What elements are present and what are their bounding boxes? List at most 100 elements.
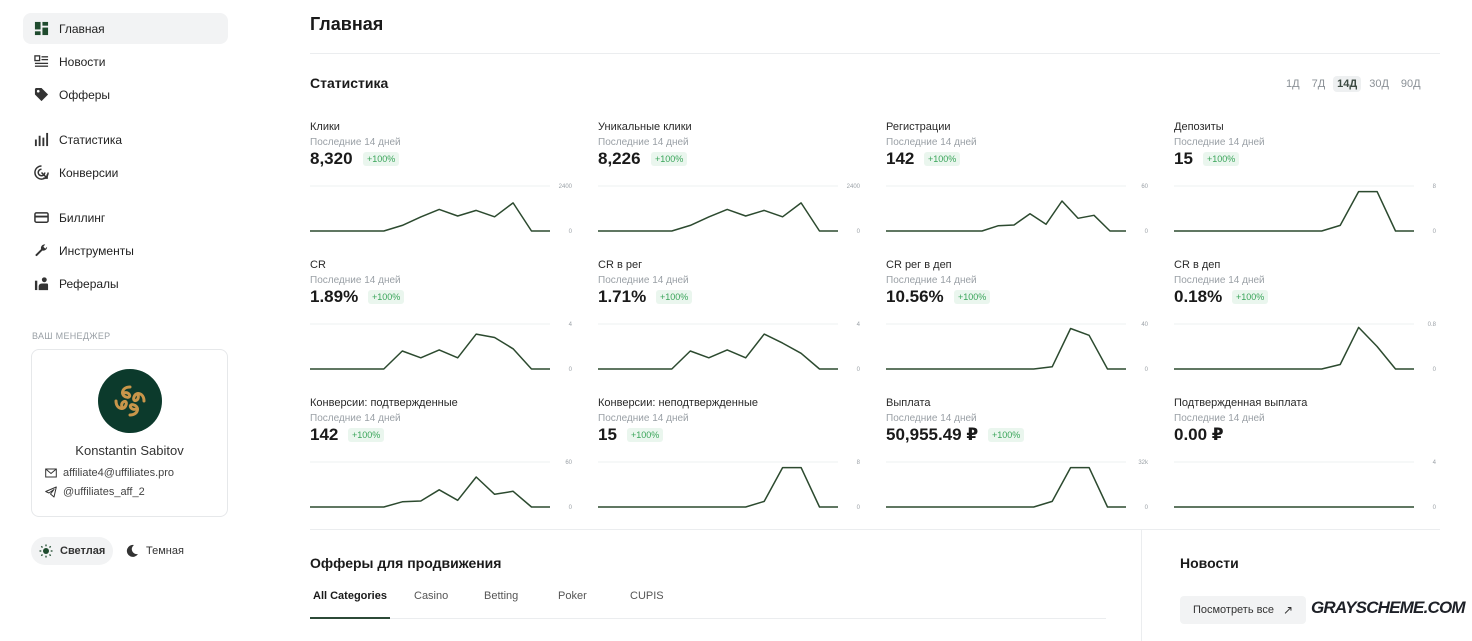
stat-period: Последние 14 дней	[598, 413, 689, 424]
stat-value: 0.00 ₽	[1174, 425, 1224, 444]
wrench-icon	[33, 243, 49, 259]
series-line	[598, 333, 838, 370]
sidebar-item-label: Офферы	[59, 87, 111, 102]
y-max-tick-label: 32k	[1138, 460, 1149, 466]
manager-telegram-text: @uffiliates_aff_2	[63, 486, 145, 498]
change-badge: +100%	[1203, 152, 1240, 166]
offer-tab-betting[interactable]: Betting	[484, 590, 519, 602]
offer-tab-all[interactable]: All Categories	[310, 590, 390, 619]
offer-tab-poker[interactable]: Poker	[558, 590, 587, 602]
sidebar-item-label: Главная	[59, 21, 105, 36]
y-min-tick-label: 0	[857, 367, 861, 373]
manager-telegram[interactable]: @uffiliates_aff_2	[45, 486, 145, 498]
referral-icon	[33, 276, 49, 292]
manager-section-title: ВАШ МЕНЕДЖЕР	[32, 331, 111, 341]
theme-light-label: Светлая	[60, 545, 106, 557]
tag-icon	[33, 87, 49, 103]
offer-tab-cupis[interactable]: CUPIS	[630, 590, 664, 602]
change-badge: +100%	[954, 290, 991, 304]
stat-card: Конверсии: подтвержденные Последние 14 дн…	[310, 397, 575, 522]
period-tab-14d[interactable]: 14Д	[1333, 76, 1362, 92]
sparkline-chart: 2400 0	[598, 184, 861, 235]
stat-period: Последние 14 дней	[310, 413, 401, 424]
news-icon	[33, 54, 49, 70]
sidebar-item-tools[interactable]: Инструменты	[23, 235, 228, 266]
sidebar-item-offers[interactable]: Офферы	[23, 79, 228, 110]
sidebar-item-referrals[interactable]: Рефералы	[23, 268, 228, 299]
manager-email[interactable]: affiliate4@uffiliates.pro	[45, 467, 174, 479]
stat-period: Последние 14 дней	[310, 275, 401, 286]
stat-period: Последние 14 дней	[886, 275, 977, 286]
stat-period: Последние 14 дней	[886, 413, 977, 424]
series-line	[310, 476, 550, 508]
sparkline-chart: 0.80	[1174, 322, 1437, 373]
y-min-tick-label: 0	[1433, 367, 1437, 373]
stat-value: 50,955.49 ₽	[886, 425, 979, 444]
y-max-tick-label: 2400	[847, 184, 861, 190]
stat-value: 15	[598, 425, 617, 444]
avatar	[98, 369, 162, 433]
period-tab-30d[interactable]: 30Д	[1369, 78, 1389, 90]
y-max-tick-label: 2400	[559, 184, 573, 190]
period-tab-1d[interactable]: 1Д	[1286, 78, 1300, 90]
stat-label: Клики	[310, 121, 340, 133]
stat-label: CR в рег	[598, 259, 643, 271]
period-tab-7d[interactable]: 7Д	[1311, 78, 1326, 90]
stat-period: Последние 14 дней	[598, 137, 689, 148]
period-tab-90d[interactable]: 90Д	[1400, 78, 1421, 90]
sparkline-chart: 32k 0	[886, 460, 1149, 511]
credit-card-icon	[33, 210, 49, 226]
offer-tabs: All Categories Casino Betting Poker CUPI…	[310, 590, 1106, 619]
manager-logo-icon	[114, 385, 146, 417]
offer-tab-casino[interactable]: Casino	[414, 590, 449, 602]
header-divider	[310, 53, 1440, 54]
stat-label: Конверсии: подтвержденные	[310, 397, 458, 409]
theme-dark-label: Темная	[146, 545, 184, 557]
y-min-tick-label: 0	[569, 229, 573, 235]
stat-card: CR в деп Последние 14 дней 0.18% +100% 0.8 0	[1174, 259, 1439, 384]
sidebar-item-statistics[interactable]: Статистика	[23, 124, 228, 155]
theme-dark-button[interactable]: Темная	[117, 537, 192, 565]
stat-card: Клики Последние 14 дней 8,320 +100% 2400 0	[310, 121, 575, 246]
stat-value: 0.18%	[1174, 287, 1223, 306]
sidebar-item-label: Статистика	[59, 132, 123, 147]
stat-period: Последние 14 дней	[310, 137, 401, 148]
y-max-tick-label: 4	[569, 322, 573, 328]
sidebar-item-home[interactable]: Главная	[23, 13, 228, 44]
view-all-news-button[interactable]: Посмотреть все ↗	[1180, 596, 1306, 624]
y-min-tick-label: 0	[1433, 229, 1437, 235]
y-min-tick-label: 0	[1433, 505, 1437, 511]
series-line	[1174, 190, 1414, 232]
change-badge: +100%	[651, 152, 688, 166]
sidebar-item-billing[interactable]: Биллинг	[23, 202, 228, 233]
stat-card: Подтвержденная выплата Последние 14 дней 0…	[1174, 397, 1439, 522]
y-min-tick-label: 0	[569, 505, 573, 511]
stat-card: CR Последние 14 дней 1.89% +100% 4 0	[310, 259, 575, 384]
sparkline-chart: 40	[598, 322, 861, 373]
sidebar-item-news[interactable]: Новости	[23, 46, 228, 77]
y-max-tick-label: 4	[1433, 460, 1437, 466]
stat-value: 15	[1174, 149, 1193, 168]
manager-email-text: affiliate4@uffiliates.pro	[63, 467, 175, 479]
stat-label: CR	[310, 259, 326, 271]
series-line	[598, 202, 838, 232]
y-min-tick-label: 0	[569, 367, 573, 373]
stat-value: 1.89%	[310, 287, 359, 306]
change-badge: +100%	[988, 428, 1025, 442]
vertical-divider	[1141, 530, 1142, 641]
stat-label: Регистрации	[886, 121, 951, 133]
stat-value: 8,226	[598, 149, 641, 168]
sparkline-chart: 80	[598, 460, 861, 511]
arrow-up-right-icon: ↗	[1282, 603, 1294, 617]
dashboard-icon	[33, 21, 49, 37]
sidebar-item-label: Инструменты	[59, 243, 134, 258]
sidebar: Главная Новости Офферы Статистика Конвер…	[0, 0, 250, 641]
offers-title: Офферы для продвижения	[310, 555, 502, 571]
y-max-tick-label: 4	[857, 322, 861, 328]
theme-light-button[interactable]: Светлая	[31, 537, 114, 565]
stat-period: Последние 14 дней	[886, 137, 977, 148]
stat-label: Уникальные клики	[598, 121, 692, 133]
sidebar-item-conversions[interactable]: Конверсии	[23, 157, 228, 188]
change-badge: +100%	[1232, 290, 1269, 304]
stat-value: 8,320	[310, 149, 353, 168]
